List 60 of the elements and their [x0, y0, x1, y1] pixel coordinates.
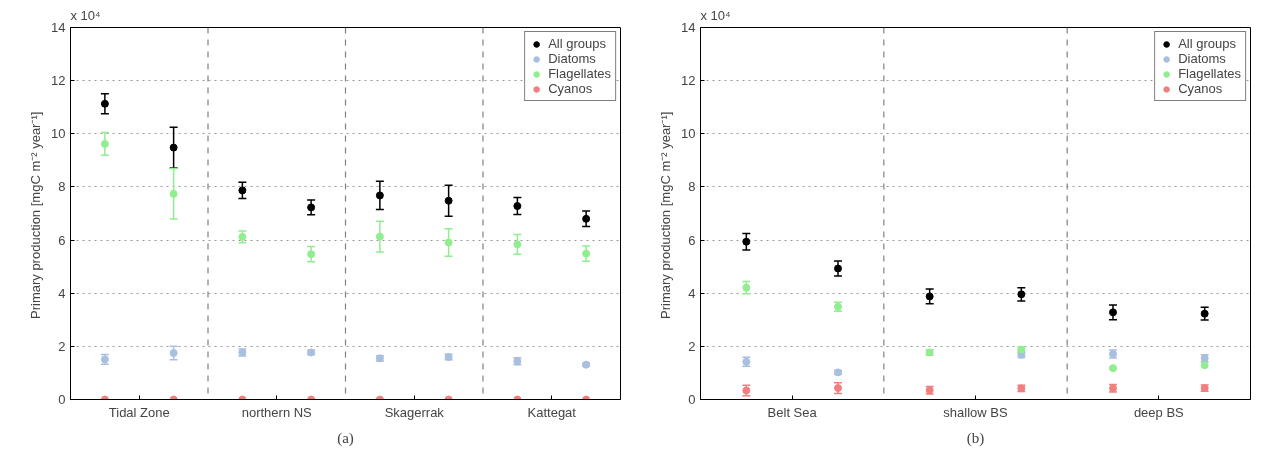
text: Skagerrak — [384, 404, 445, 420]
y-tick-label: 6 — [58, 232, 66, 248]
text: Kattegat — [527, 404, 577, 420]
point — [1109, 308, 1117, 317]
point — [742, 237, 751, 246]
text: (a) — [337, 429, 354, 447]
y-tick-label: 2 — [58, 338, 66, 354]
legend-label: Cyanos — [1178, 81, 1223, 96]
text: shallow BS — [943, 404, 1008, 420]
legend-label: Diatoms — [548, 51, 596, 66]
point — [100, 99, 109, 108]
point — [513, 202, 522, 211]
y-tick-label: 10 — [681, 126, 696, 142]
y-tick-label: 2 — [688, 338, 696, 354]
point — [1109, 364, 1117, 373]
point — [1200, 361, 1209, 370]
point — [1017, 290, 1026, 299]
legend-label: Flagellates — [548, 66, 611, 81]
text: (b) — [966, 429, 985, 447]
y-tick-label: 0 — [688, 392, 696, 407]
y-tick-label: 4 — [58, 285, 66, 301]
text: northern NS — [241, 404, 313, 420]
y-tick-label: 0 — [58, 392, 66, 407]
point — [925, 292, 934, 301]
legend-label: All groups — [1178, 36, 1236, 51]
text: x 10⁴ — [700, 7, 731, 23]
text: Tidal Zone — [108, 404, 170, 420]
y-tick-label: 8 — [58, 179, 66, 195]
point — [238, 186, 247, 195]
point — [375, 232, 384, 241]
point — [444, 196, 453, 205]
point — [169, 143, 178, 152]
legend-label: Flagellates — [1178, 66, 1241, 81]
legend-label: Diatoms — [1178, 51, 1226, 66]
point — [307, 203, 316, 212]
legend-label: Cyanos — [548, 81, 593, 96]
y-tick-label: 10 — [51, 126, 66, 142]
y-tick-label: 8 — [688, 179, 696, 195]
point — [169, 189, 178, 198]
y-axis-title: Primary production [mgC m⁻² year⁻¹] — [28, 111, 44, 319]
point — [834, 264, 842, 273]
legend-label: All groups — [548, 36, 606, 51]
y-tick-label: 12 — [51, 73, 66, 89]
point — [100, 139, 109, 148]
point — [375, 191, 384, 200]
point — [582, 214, 591, 223]
y-tick-label: 4 — [688, 285, 696, 301]
point — [513, 240, 522, 249]
point — [444, 238, 453, 247]
y-tick-label: 14 — [51, 20, 66, 35]
text: deep BS — [1133, 404, 1185, 420]
y-tick-label: 14 — [681, 20, 696, 35]
text: Belt Sea — [767, 404, 818, 420]
point — [169, 349, 178, 357]
y-axis-title: Primary production [mgC m⁻² year⁻¹] — [658, 111, 674, 319]
y-tick-label: 6 — [688, 232, 696, 248]
y-tick-label: 12 — [681, 73, 696, 89]
point — [582, 249, 591, 258]
text: x 10⁴ — [70, 7, 101, 23]
point — [307, 250, 316, 259]
